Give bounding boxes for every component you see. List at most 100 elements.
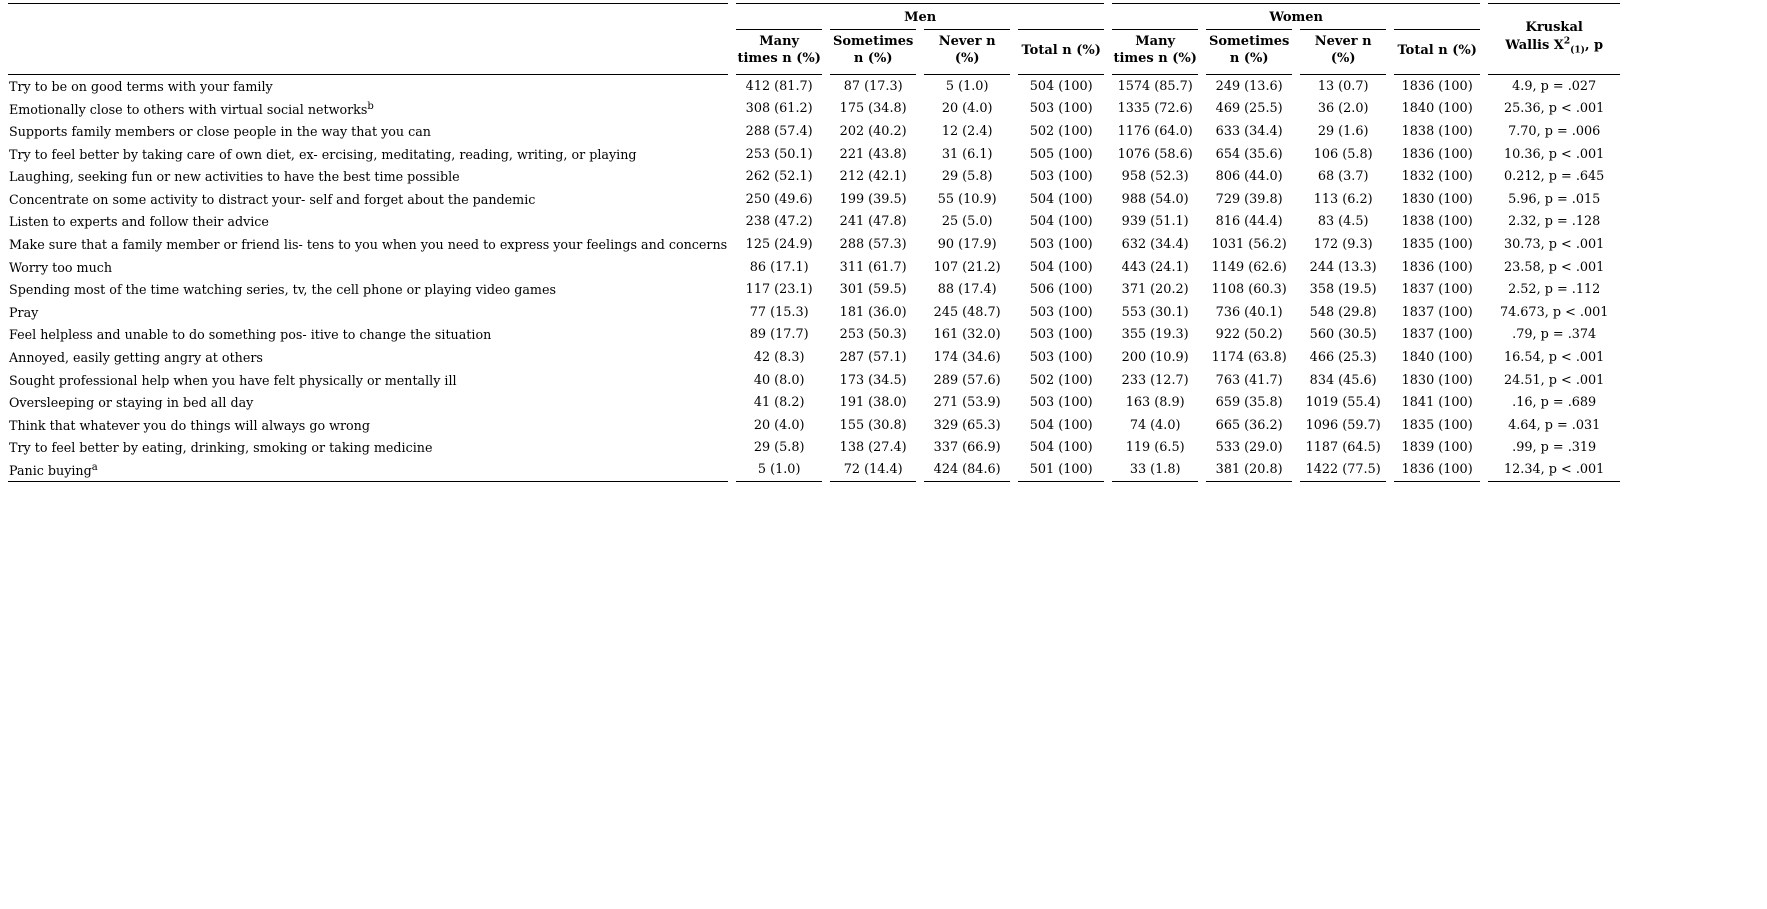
men-sometimes-value: 191 (38.0)	[839, 395, 907, 411]
men-never-value: 20 (4.0)	[941, 101, 993, 117]
women-many-times-value: 163 (8.9)	[1125, 395, 1185, 411]
men-sometimes-value: 311 (61.7)	[839, 259, 907, 275]
women-sometimes-value: 633 (34.4)	[1215, 123, 1283, 139]
kruskal-wallis-value: 0.212, p = .645	[1504, 169, 1605, 185]
men-sometimes-header: Sometimes n (%)	[830, 29, 917, 75]
men-many-times-value: 77 (15.3)	[749, 304, 809, 320]
kruskal-wallis-value: 5.96, p = .015	[1508, 191, 1601, 207]
women-never-value: 172 (9.3)	[1313, 236, 1373, 252]
women-sometimes-value: 665 (36.2)	[1215, 417, 1283, 433]
men-never-value: 25 (5.0)	[941, 214, 993, 230]
men-total-value: 504 (100)	[1029, 440, 1093, 456]
men-sometimes-value: 202 (40.2)	[839, 123, 907, 139]
women-many-times-value: 939 (51.1)	[1121, 214, 1189, 230]
women-sometimes-value: 922 (50.2)	[1215, 327, 1283, 343]
men-total-value: 503 (100)	[1029, 395, 1093, 411]
row-label: Laughing, seeking fun or new activities …	[9, 169, 460, 185]
kruskal-wallis-value: 12.34, p < .001	[1488, 459, 1621, 482]
footnote-marker: a	[91, 461, 98, 473]
table-row: Panic buyinga 5 (1.0) 72 (14.4) 424 (84.6) 5…	[8, 459, 1621, 482]
men-sometimes-value: 199 (39.5)	[839, 191, 907, 207]
men-never-value: 107 (21.2)	[933, 259, 1001, 275]
kruskal-wallis-value: .99, p = .319	[1512, 440, 1597, 456]
row-label: Pray	[9, 304, 39, 320]
men-never-value: 174 (34.6)	[933, 349, 1001, 365]
men-many-times-header: Many times n (%)	[736, 29, 823, 75]
men-many-times-value: 89 (17.7)	[749, 327, 809, 343]
women-never-value: 548 (29.8)	[1309, 304, 1377, 320]
men-many-times-value: 29 (5.8)	[753, 440, 805, 456]
women-total-value: 1841 (100)	[1401, 395, 1473, 411]
men-never-value: 12 (2.4)	[941, 123, 993, 139]
men-sometimes-value: 155 (30.8)	[839, 417, 907, 433]
men-many-times-value: 86 (17.1)	[749, 259, 809, 275]
women-total-value: 1838 (100)	[1401, 123, 1473, 139]
men-many-times-value: 250 (49.6)	[745, 191, 813, 207]
women-total-value: 1836 (100)	[1401, 78, 1473, 94]
table-row: Feel helpless and unable to do something…	[8, 324, 1620, 347]
women-never-value: 1422 (77.5)	[1300, 459, 1387, 482]
women-never-value: 1096 (59.7)	[1305, 417, 1381, 433]
women-sometimes-value: 736 (40.1)	[1215, 304, 1283, 320]
women-many-times-value: 371 (20.2)	[1121, 282, 1189, 298]
men-never-value: 424 (84.6)	[924, 459, 1011, 482]
kruskal-wallis-value: .16, p = .689	[1512, 395, 1597, 411]
table-row: Concentrate on some activity to distract…	[8, 188, 1620, 211]
women-group-header: Women	[1112, 3, 1481, 29]
men-total-value: 505 (100)	[1029, 146, 1093, 162]
row-label: Concentrate on some activity to distract…	[9, 191, 536, 207]
women-never-value: 106 (5.8)	[1313, 146, 1373, 162]
men-sometimes-value: 138 (27.4)	[839, 440, 907, 456]
women-many-times-value: 233 (12.7)	[1121, 372, 1189, 388]
women-sometimes-value: 659 (35.8)	[1215, 395, 1283, 411]
row-label: Try to feel better by taking care of own…	[9, 146, 637, 162]
men-total-header: Total n (%)	[1018, 29, 1105, 75]
table-row: Oversleeping or staying in bed all day 41…	[8, 391, 1620, 414]
women-never-value: 83 (4.5)	[1317, 214, 1369, 230]
men-many-times-value: 308 (61.2)	[745, 101, 813, 117]
group-header-row: Men Women Kruskal Wallis X2(1), p	[8, 3, 1621, 75]
kruskal-wallis-value: 2.52, p = .112	[1508, 282, 1601, 298]
men-never-value: 337 (66.9)	[933, 440, 1001, 456]
men-sometimes-value: 221 (43.8)	[839, 146, 907, 162]
row-label: Annoyed, easily getting angry at others	[9, 349, 263, 365]
women-never-value: 13 (0.7)	[1317, 78, 1369, 94]
row-label: Oversleeping or staying in bed all day	[9, 395, 254, 411]
table-row: Sought professional help when you have f…	[8, 369, 1620, 392]
men-never-header: Never n (%)	[924, 29, 1011, 75]
women-sometimes-value: 1174 (63.8)	[1211, 349, 1287, 365]
kruskal-wallis-value: 2.32, p = .128	[1508, 214, 1601, 230]
women-total-value: 1837 (100)	[1401, 282, 1473, 298]
men-never-value: 245 (48.7)	[933, 304, 1001, 320]
women-total-value: 1830 (100)	[1401, 191, 1473, 207]
table-row: Try to feel better by eating, drinking, …	[8, 437, 1620, 460]
row-label: Listen to experts and follow their advic…	[9, 214, 269, 230]
kw-header-line1: Kruskal	[1525, 20, 1583, 36]
women-total-value: 1835 (100)	[1401, 236, 1473, 252]
women-total-value: 1836 (100)	[1401, 146, 1473, 162]
kruskal-wallis-value: 24.51, p < .001	[1504, 372, 1605, 388]
men-never-value: 289 (57.6)	[933, 372, 1001, 388]
women-never-value: 1187 (64.5)	[1305, 440, 1381, 456]
kruskal-wallis-value: 25.36, p < .001	[1504, 101, 1605, 117]
kruskal-wallis-value: 10.36, p < .001	[1504, 146, 1605, 162]
men-total-value: 503 (100)	[1029, 236, 1093, 252]
women-total-value: 1839 (100)	[1401, 440, 1473, 456]
women-sometimes-value: 816 (44.4)	[1215, 214, 1283, 230]
row-label: Think that whatever you do things will a…	[9, 417, 370, 433]
women-never-value: 834 (45.6)	[1309, 372, 1377, 388]
men-sometimes-value: 253 (50.3)	[839, 327, 907, 343]
sub-header-row: Many times n (%) Sometimes n (%) Never n…	[8, 29, 1620, 75]
table-body: Try to be on good terms with your family…	[8, 75, 1621, 482]
row-label: Panic buyinga	[8, 459, 729, 482]
women-never-value: 29 (1.6)	[1317, 123, 1369, 139]
men-total-value: 502 (100)	[1029, 123, 1093, 139]
men-never-value: 55 (10.9)	[937, 191, 997, 207]
women-total-value: 1840 (100)	[1401, 349, 1473, 365]
women-sometimes-value: 806 (44.0)	[1215, 169, 1283, 185]
women-never-value: 466 (25.3)	[1309, 349, 1377, 365]
men-many-times-value: 42 (8.3)	[753, 349, 805, 365]
women-sometimes-header: Sometimes n (%)	[1206, 29, 1293, 75]
table-row: Emotionally close to others with virtual…	[8, 98, 1620, 121]
row-label: Try to feel better by eating, drinking, …	[9, 440, 433, 456]
